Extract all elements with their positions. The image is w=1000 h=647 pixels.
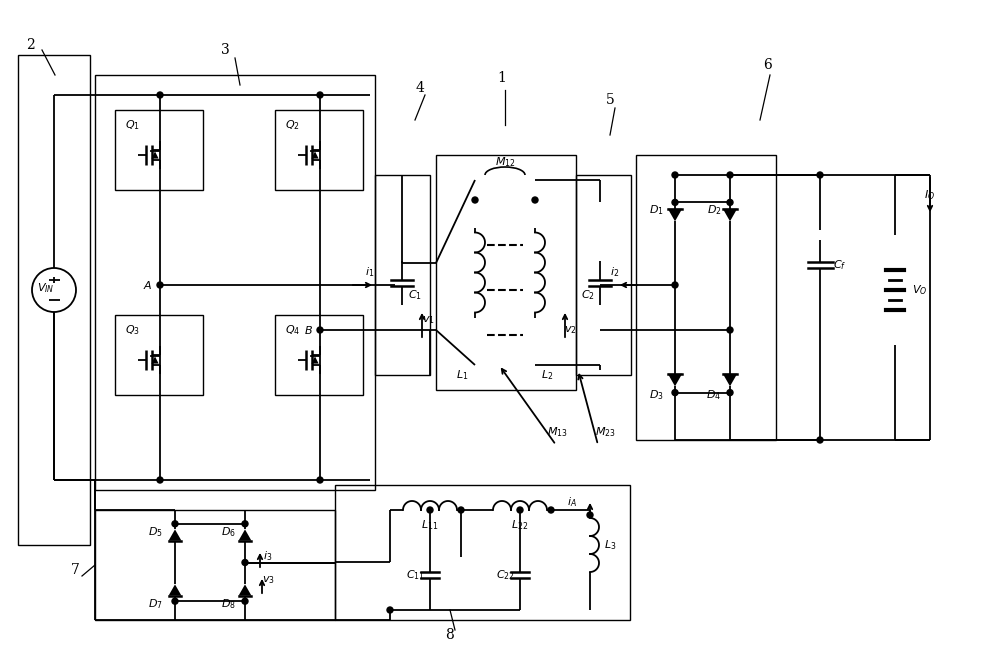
Circle shape (242, 598, 248, 604)
Bar (115, 315, 203, 395)
Circle shape (727, 389, 733, 395)
Bar (576, 175, 631, 375)
Bar (275, 315, 363, 395)
Text: $M_{13}$: $M_{13}$ (547, 425, 567, 439)
Text: $Q_4$: $Q_4$ (285, 323, 300, 337)
Text: $D_7$: $D_7$ (148, 597, 162, 611)
Bar (335, 485, 630, 620)
Circle shape (817, 172, 823, 178)
Polygon shape (239, 584, 251, 596)
Circle shape (817, 437, 823, 443)
Polygon shape (668, 374, 682, 386)
Circle shape (317, 477, 323, 483)
Bar (436, 155, 576, 390)
Polygon shape (239, 529, 251, 541)
Circle shape (387, 607, 393, 613)
Circle shape (532, 197, 538, 203)
Text: $i_A$: $i_A$ (567, 495, 577, 509)
Text: $Q_3$: $Q_3$ (125, 323, 140, 337)
Text: $D_2$: $D_2$ (707, 203, 721, 217)
Polygon shape (723, 374, 737, 386)
Text: $i_3$: $i_3$ (263, 549, 273, 563)
Polygon shape (311, 151, 319, 159)
Text: $C_{11}$: $C_{11}$ (406, 568, 424, 582)
Text: $D_8$: $D_8$ (221, 597, 235, 611)
Circle shape (157, 477, 163, 483)
Circle shape (157, 282, 163, 288)
Text: $C_{22}$: $C_{22}$ (496, 568, 514, 582)
Polygon shape (169, 584, 181, 596)
Text: 3: 3 (221, 43, 229, 57)
Circle shape (157, 92, 163, 98)
Polygon shape (151, 356, 159, 364)
Text: $L_{22}$: $L_{22}$ (511, 518, 529, 532)
Circle shape (458, 507, 464, 513)
Circle shape (472, 197, 478, 203)
Text: 2: 2 (26, 38, 34, 52)
Circle shape (672, 282, 678, 288)
Bar (95, 75, 375, 490)
Bar (375, 175, 430, 375)
Circle shape (672, 389, 678, 395)
Text: $D_5$: $D_5$ (148, 525, 162, 539)
Circle shape (172, 521, 178, 527)
Text: $C_f$: $C_f$ (833, 258, 847, 272)
Text: $L_{11}$: $L_{11}$ (421, 518, 439, 532)
Text: $V_{IN}$: $V_{IN}$ (37, 281, 55, 295)
Text: $L_3$: $L_3$ (604, 538, 616, 552)
Circle shape (672, 199, 678, 205)
Text: $C_2$: $C_2$ (581, 288, 595, 302)
Polygon shape (169, 529, 181, 541)
Text: 4: 4 (416, 81, 424, 95)
Polygon shape (668, 209, 682, 221)
Bar (275, 110, 363, 190)
Text: $M_{23}$: $M_{23}$ (595, 425, 615, 439)
Circle shape (727, 172, 733, 178)
Polygon shape (151, 151, 159, 159)
Text: $A$: $A$ (143, 279, 153, 291)
Text: $M_{12}$: $M_{12}$ (495, 155, 515, 169)
Text: $v_2$: $v_2$ (564, 324, 576, 336)
Text: $Q_1$: $Q_1$ (125, 118, 140, 132)
Text: $i_2$: $i_2$ (610, 265, 620, 279)
Circle shape (517, 507, 523, 513)
Text: $v_3$: $v_3$ (262, 574, 274, 586)
Text: 5: 5 (606, 93, 614, 107)
Bar (115, 110, 203, 190)
Text: $I_O$: $I_O$ (924, 188, 936, 202)
Bar (95, 510, 335, 620)
Circle shape (672, 172, 678, 178)
Bar (18, 55, 90, 545)
Text: $V_O$: $V_O$ (912, 283, 928, 297)
Circle shape (727, 199, 733, 205)
Text: 7: 7 (71, 563, 79, 577)
Text: $D_1$: $D_1$ (649, 203, 663, 217)
Text: $C_1$: $C_1$ (408, 288, 422, 302)
Text: 6: 6 (764, 58, 772, 72)
Text: 8: 8 (446, 628, 454, 642)
Text: $D_6$: $D_6$ (221, 525, 235, 539)
Circle shape (548, 507, 554, 513)
Text: $v_1$: $v_1$ (422, 314, 434, 326)
Text: $D_4$: $D_4$ (706, 388, 722, 402)
Circle shape (172, 598, 178, 604)
Text: $B$: $B$ (304, 324, 312, 336)
Text: $i_1$: $i_1$ (365, 265, 375, 279)
Text: $D_3$: $D_3$ (649, 388, 663, 402)
Circle shape (317, 327, 323, 333)
Circle shape (317, 92, 323, 98)
Circle shape (587, 512, 593, 518)
Circle shape (242, 521, 248, 527)
Text: $L_1$: $L_1$ (456, 368, 468, 382)
Polygon shape (723, 209, 737, 221)
Circle shape (427, 507, 433, 513)
Polygon shape (311, 356, 319, 364)
Circle shape (242, 560, 248, 565)
Text: 1: 1 (498, 71, 506, 85)
Text: $Q_2$: $Q_2$ (285, 118, 300, 132)
Circle shape (727, 327, 733, 333)
Text: $L_2$: $L_2$ (541, 368, 553, 382)
Bar (636, 155, 776, 440)
